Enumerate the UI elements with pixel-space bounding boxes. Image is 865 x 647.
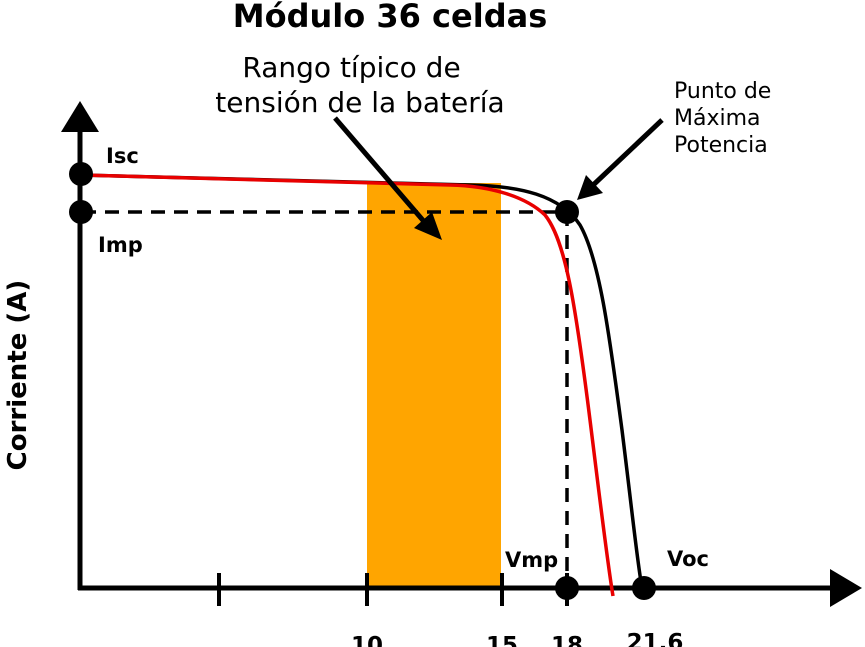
isc-point: [69, 162, 93, 186]
battery-range-line-1: Rango típico de: [242, 51, 460, 84]
battery-range-arrow-line: [333, 116, 429, 227]
diagram-title: Módulo 36 celdas: [233, 0, 547, 35]
mpp-annotation: Punto de Máxima Potencia: [674, 79, 778, 158]
y-axis-arrow: [61, 101, 99, 132]
max-power-point: [555, 200, 579, 224]
mpp-line-2: Máxima: [674, 106, 761, 131]
x-axis-arrow: [830, 569, 862, 607]
mpp-arrow-line: [588, 118, 664, 190]
x-tick-label: 21,6: [627, 630, 684, 647]
battery-range-arrowhead: [414, 212, 442, 240]
iv-curve-red: [79, 173, 615, 597]
mpp-line-3: Potencia: [674, 133, 768, 158]
voc-label: Voc: [667, 547, 709, 571]
mpp-line-1: Punto de: [674, 79, 771, 104]
x-tick-label: 10: [351, 633, 383, 647]
vmp-label: Vmp: [505, 548, 558, 572]
y-axis-label: Corriente (A): [3, 280, 33, 471]
x-tick-label: 18: [551, 633, 583, 647]
imp-label: Imp: [98, 233, 143, 257]
battery-range-annotation: Rango típico de tensión de la batería: [215, 51, 504, 119]
battery-range-line-2: tensión de la batería: [215, 86, 504, 119]
battery-range-band: [367, 183, 501, 588]
iv-curve-black: [79, 173, 644, 589]
x-tick-label: 15: [486, 633, 518, 647]
isc-label: Isc: [106, 144, 139, 168]
mpp-arrowhead: [577, 175, 603, 200]
imp-point: [69, 200, 93, 224]
vmp-point: [555, 576, 579, 600]
voc-point: [632, 576, 656, 600]
